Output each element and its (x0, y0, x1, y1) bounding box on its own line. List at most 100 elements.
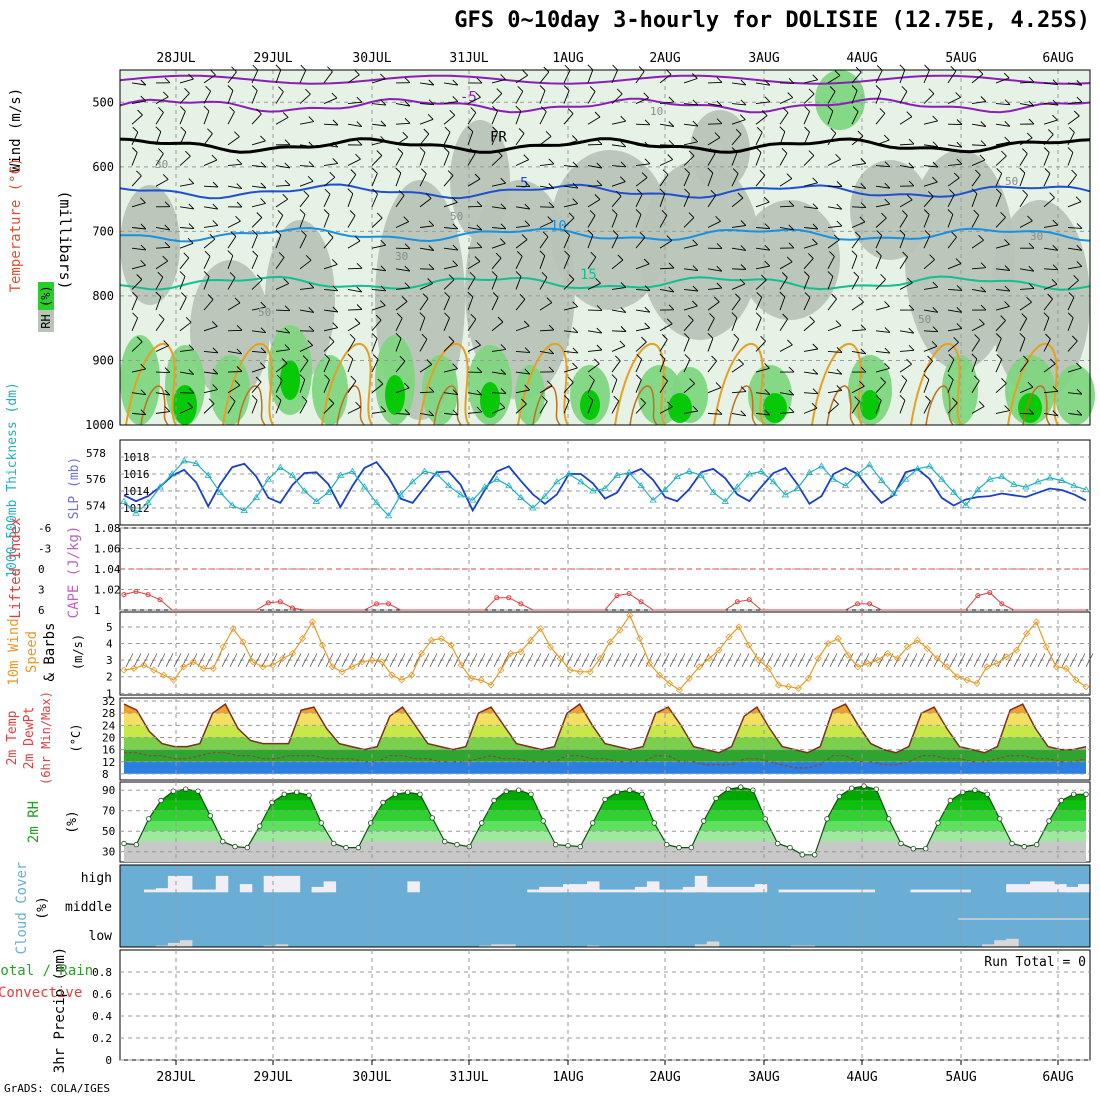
wind-barb (516, 186, 530, 187)
top-day-label: 1AUG (552, 51, 583, 66)
precip-tick-label: 0.6 (92, 988, 112, 1001)
rh-dark-green-area (668, 393, 692, 423)
rh-tick-label: 50 (102, 825, 115, 838)
cloud-bar (1042, 881, 1055, 892)
bottom-day-label: 6AUG (1042, 1070, 1073, 1085)
rh-marker (208, 814, 213, 819)
temp-tick-label: 24 (102, 719, 116, 732)
rh-tick-label: 90 (102, 784, 115, 797)
wind-barb (348, 310, 362, 311)
precip-tick-label: 0.4 (92, 1010, 112, 1023)
rh-marker (1059, 798, 1064, 803)
bottom-day-label: 31JUL (449, 1070, 488, 1085)
cloud-bar (803, 890, 816, 893)
rh-marker (257, 824, 262, 829)
cloud-bar (168, 943, 181, 947)
precip-legend-convective: Convective (0, 985, 82, 1001)
temp-tick-label: 20 (102, 731, 115, 744)
cloud-bar (695, 876, 708, 892)
rh-marker (430, 816, 435, 821)
cloud-bar (731, 887, 744, 893)
cloud-bar (851, 890, 864, 893)
rh-marker (627, 788, 632, 793)
rh-marker (1047, 819, 1052, 824)
cloud-bar (623, 890, 636, 893)
pressure-tick-label: 800 (92, 289, 114, 303)
cloud-bar (1066, 887, 1079, 893)
rh-marker (393, 792, 398, 797)
rh-dark-green-area (480, 382, 500, 418)
cloud-bar (539, 887, 552, 893)
cloud-bar (839, 890, 852, 893)
rh2m-axis-unit: (%) (65, 810, 80, 833)
rh-marker (319, 821, 324, 826)
top-day-label: 28JUL (156, 51, 195, 66)
cloud-bar (1006, 884, 1019, 892)
top-day-label: 5AUG (945, 51, 976, 66)
pressure-tick-label: 900 (92, 353, 114, 367)
rh-marker (1022, 844, 1027, 849)
rh-marker (442, 839, 447, 844)
wind-speed-line (124, 615, 1086, 690)
rh-marker (331, 841, 336, 846)
cloud-bar (407, 881, 420, 892)
pressure-axis-label: (millibars) (56, 190, 74, 289)
lifted-index-tick-label: 3 (38, 584, 45, 597)
wind-barb-flag (588, 65, 593, 70)
isotherm-label: 15 (580, 267, 597, 283)
wind-tick-label: 2 (106, 671, 113, 684)
cloud-bar (551, 887, 564, 893)
pressure-tick-label: 700 (92, 224, 114, 238)
lifted-index-axis-label: Lifted Index (8, 517, 24, 618)
rh-marker (183, 787, 188, 792)
rh-marker (886, 817, 891, 822)
rh-marker (738, 785, 743, 790)
temp-tick-label: 32 (102, 695, 115, 708)
cloud-bar (264, 876, 277, 892)
rh-axis-label: RH (%) (39, 285, 53, 328)
wind-axis-label-b: Speed (24, 631, 40, 673)
rh-marker (159, 798, 164, 803)
cloud-bar (216, 876, 229, 892)
rh-marker (307, 793, 312, 798)
thickness-tick-label: 576 (86, 473, 106, 486)
cloud-bar (755, 884, 768, 892)
rh-marker (936, 821, 941, 826)
cloud-bar (719, 887, 732, 893)
wind-barb (636, 124, 650, 125)
rh-marker (492, 798, 497, 803)
cloud-bar (1054, 918, 1067, 919)
wind-barb-flag (301, 65, 306, 70)
temp-tick-label: 16 (102, 744, 115, 757)
thickness-tick-label: 574 (86, 499, 106, 512)
cloud-bar (324, 881, 337, 892)
precip-tick-label: 0.2 (92, 1032, 112, 1045)
temp-tick-label: 28 (102, 707, 115, 720)
wind-axis-label-c: & Barbs (42, 622, 58, 681)
pressure-tick-label: 1000 (85, 418, 114, 432)
cloud-bar (1006, 918, 1019, 919)
cloud-bar (994, 918, 1007, 919)
cloud-bar (1066, 918, 1079, 919)
cloud-bar (1030, 881, 1043, 892)
cloud-bar (958, 918, 971, 919)
bottom-day-label: 2AUG (649, 1070, 680, 1085)
cloud-bar (288, 876, 301, 892)
rh-marker (899, 841, 904, 846)
cloud-bar (144, 890, 157, 893)
cape-tick-label: 1.02 (94, 584, 121, 597)
temp-tick-label: 8 (102, 768, 109, 781)
bottom-day-label: 28JUL (156, 1070, 195, 1085)
rh-dark-green-area (763, 393, 787, 423)
cloud-bar (204, 890, 217, 893)
rh-marker (233, 844, 238, 849)
wind-axis-label-unit: (m/s) (71, 634, 85, 670)
wind-barb (468, 248, 482, 249)
cloud-level-label: low (89, 929, 113, 944)
rh-contour-label: 50 (1005, 175, 1018, 188)
bottom-day-label: 30JUL (352, 1070, 391, 1085)
rh-dark-green-area (385, 375, 405, 415)
rh-marker (529, 792, 534, 797)
top-day-label: 6AUG (1042, 51, 1073, 66)
